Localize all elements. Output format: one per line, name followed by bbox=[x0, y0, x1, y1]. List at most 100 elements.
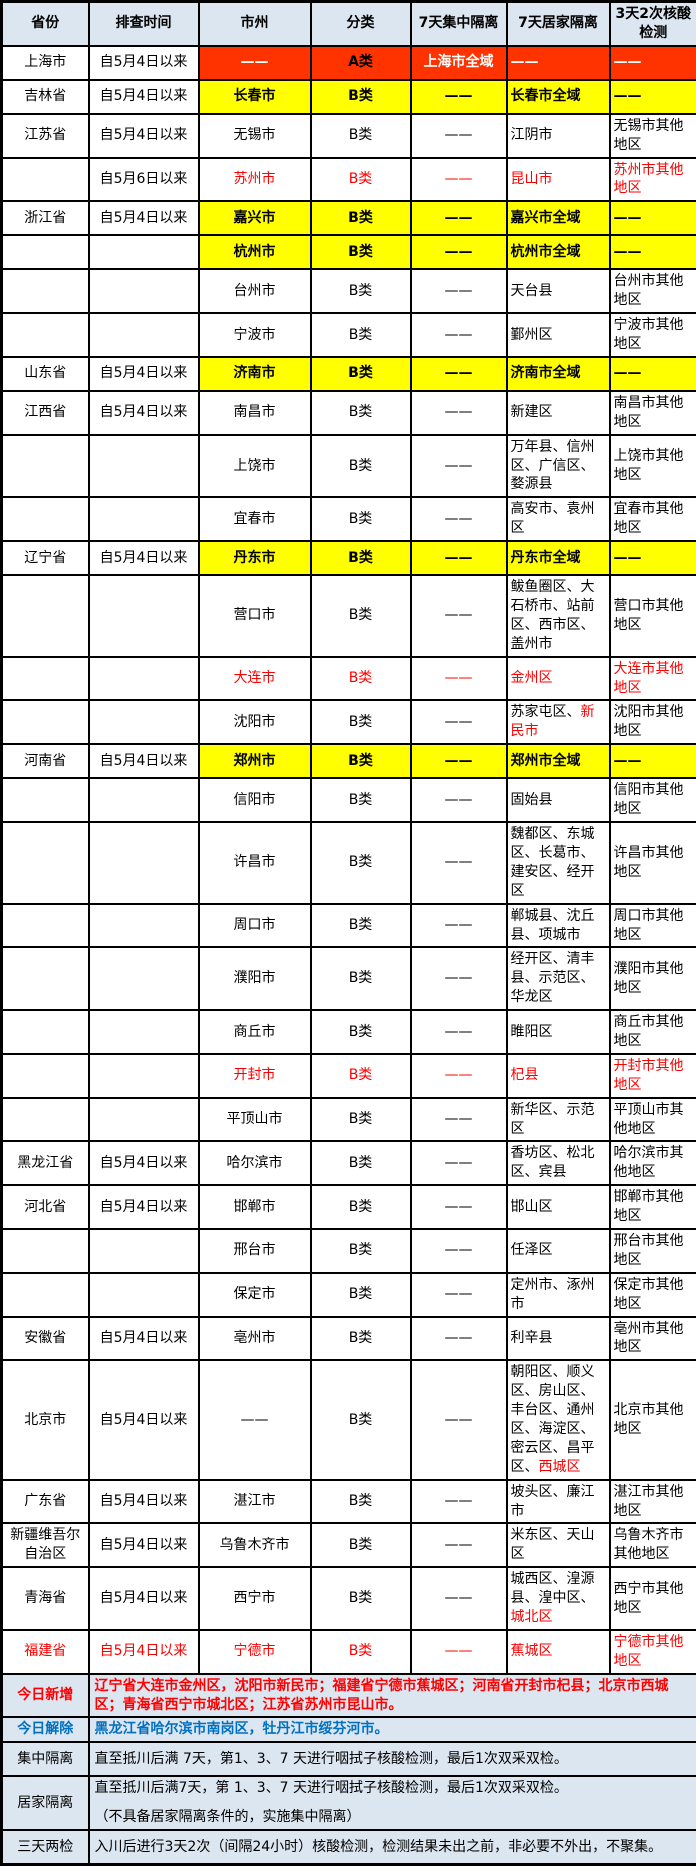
central-cell: —— bbox=[411, 1273, 507, 1317]
footer-row: 集中隔离直至抵川后满 7天，第1、3、7 天进行咽拭子核酸检测，最后1次双采双检… bbox=[2, 1742, 696, 1776]
province-cell bbox=[2, 235, 89, 269]
new-added-district: 城北区 bbox=[511, 1609, 553, 1625]
category-cell: B类 bbox=[311, 1141, 411, 1185]
province-cell: 浙江省 bbox=[2, 201, 89, 235]
category-cell: B类 bbox=[311, 541, 411, 575]
central-cell: —— bbox=[411, 778, 507, 822]
time-cell bbox=[89, 1273, 199, 1317]
category-cell: B类 bbox=[311, 1098, 411, 1142]
city-cell: 信阳市 bbox=[199, 778, 311, 822]
central-cell: —— bbox=[411, 1630, 507, 1674]
province-cell bbox=[2, 657, 89, 701]
central-cell: —— bbox=[411, 269, 507, 313]
city-cell: 丹东市 bbox=[199, 541, 311, 575]
home-cell: 城西区、湟源县、湟中区、城北区 bbox=[507, 1567, 610, 1630]
footer-content: 入川后进行3天2次（间隔24小时）核酸检测，检测结果未出之前，非必要不外出，不聚… bbox=[89, 1830, 696, 1865]
test-cell: 上饶市其他地区 bbox=[610, 435, 696, 498]
central-cell: —— bbox=[411, 1229, 507, 1273]
city-cell: 乌鲁木齐市 bbox=[199, 1523, 311, 1567]
test-cell: 许昌市其他地区 bbox=[610, 822, 696, 904]
central-cell: —— bbox=[411, 201, 507, 235]
central-cell: —— bbox=[411, 1567, 507, 1630]
central-cell: —— bbox=[411, 435, 507, 498]
province-cell: 青海省 bbox=[2, 1567, 89, 1630]
province-cell: 黑龙江省 bbox=[2, 1141, 89, 1185]
province-cell: 江苏省 bbox=[2, 114, 89, 158]
test-cell: 西宁市其他地区 bbox=[610, 1567, 696, 1630]
home-cell: 经开区、清丰县、示范区、华龙区 bbox=[507, 947, 610, 1010]
category-cell: B类 bbox=[311, 391, 411, 435]
test-cell: 湛江市其他地区 bbox=[610, 1480, 696, 1524]
category-cell: B类 bbox=[311, 114, 411, 158]
test-cell: 营口市其他地区 bbox=[610, 575, 696, 657]
test-cell: 信阳市其他地区 bbox=[610, 778, 696, 822]
category-cell: B类 bbox=[311, 1360, 411, 1479]
city-cell: 宜春市 bbox=[199, 497, 311, 541]
province-cell: 新疆维吾尔自治区 bbox=[2, 1523, 89, 1567]
time-cell bbox=[89, 435, 199, 498]
footer-content: 黑龙江省哈尔滨市南岗区，牡丹江市绥芬河市。 bbox=[89, 1717, 696, 1742]
test-cell: 周口市其他地区 bbox=[610, 904, 696, 948]
test-cell: 北京市其他地区 bbox=[610, 1360, 696, 1479]
central-cell: —— bbox=[411, 357, 507, 391]
category-cell: B类 bbox=[311, 947, 411, 1010]
time-cell: 自5月4日以来 bbox=[89, 1360, 199, 1479]
time-cell: 自5月4日以来 bbox=[89, 114, 199, 158]
province-cell bbox=[2, 158, 89, 202]
test-cell: —— bbox=[610, 235, 696, 269]
city-cell: 濮阳市 bbox=[199, 947, 311, 1010]
category-cell: B类 bbox=[311, 158, 411, 202]
province-cell: 山东省 bbox=[2, 357, 89, 391]
category-cell: B类 bbox=[311, 904, 411, 948]
header-city: 市州 bbox=[199, 2, 311, 46]
test-cell: 宁德市其他地区 bbox=[610, 1630, 696, 1674]
test-cell: 邢台市其他地区 bbox=[610, 1229, 696, 1273]
category-cell: B类 bbox=[311, 822, 411, 904]
category-cell: B类 bbox=[311, 1229, 411, 1273]
time-cell: 自5月4日以来 bbox=[89, 80, 199, 114]
header-nucleic-test: 3天2次核酸检测 bbox=[610, 2, 696, 46]
central-cell: —— bbox=[411, 235, 507, 269]
footer-row: 居家隔离直至抵川后满7天，第 1、3、7 天进行咽拭子核酸检测，最后1次双采双检… bbox=[2, 1776, 696, 1830]
province-cell: 河南省 bbox=[2, 744, 89, 778]
time-cell bbox=[89, 778, 199, 822]
test-cell: 濮阳市其他地区 bbox=[610, 947, 696, 1010]
central-cell: —— bbox=[411, 1054, 507, 1098]
province-cell bbox=[2, 497, 89, 541]
province-cell: 安徽省 bbox=[2, 1317, 89, 1361]
province-cell bbox=[2, 435, 89, 498]
time-cell bbox=[89, 575, 199, 657]
time-cell bbox=[89, 269, 199, 313]
footer-content-line: （不具备居家隔离条件的，实施集中隔离） bbox=[95, 1808, 694, 1827]
category-cell: B类 bbox=[311, 1317, 411, 1361]
category-cell: B类 bbox=[311, 201, 411, 235]
category-cell: A类 bbox=[311, 46, 411, 80]
home-cell: 苏家屯区、新民市 bbox=[507, 700, 610, 744]
city-cell: 苏州市 bbox=[199, 158, 311, 202]
test-cell: 宜春市其他地区 bbox=[610, 497, 696, 541]
time-cell bbox=[89, 1098, 199, 1142]
time-cell bbox=[89, 947, 199, 1010]
time-cell: 自5月6日以来 bbox=[89, 158, 199, 202]
time-cell: 自5月4日以来 bbox=[89, 1523, 199, 1567]
test-cell: 保定市其他地区 bbox=[610, 1273, 696, 1317]
city-cell: 南昌市 bbox=[199, 391, 311, 435]
home-cell: 朝阳区、顺义区、房山区、丰台区、通州区、海淀区、密云区、昌平区、西城区 bbox=[507, 1360, 610, 1479]
central-cell: 上海市全域 bbox=[411, 46, 507, 80]
header-province: 省份 bbox=[2, 2, 89, 46]
home-cell: 杭州市全域 bbox=[507, 235, 610, 269]
central-cell: —— bbox=[411, 1098, 507, 1142]
test-cell: —— bbox=[610, 201, 696, 235]
